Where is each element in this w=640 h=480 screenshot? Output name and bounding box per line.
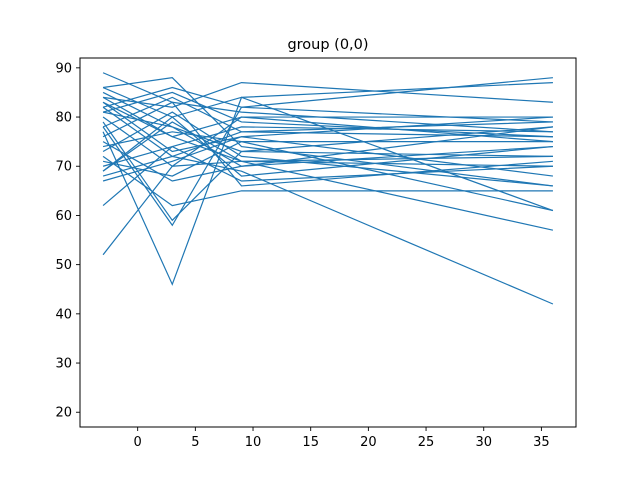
series-line-24 <box>102 106 553 227</box>
series-lines <box>102 72 554 305</box>
y-tick-label: 50 <box>55 258 72 273</box>
x-tick-label: 0 <box>134 435 142 450</box>
plot-frame <box>79 57 577 428</box>
series-line-17 <box>102 141 553 177</box>
series-line-23 <box>102 155 553 256</box>
y-axis-ticks: 20 30 40 50 60 70 80 90 <box>55 61 80 421</box>
x-tick-label: 15 <box>302 435 319 450</box>
series-line-1 <box>102 77 554 187</box>
x-tick-label: 35 <box>533 435 550 450</box>
series-line-29 <box>102 91 553 138</box>
series-line-19 <box>102 121 553 172</box>
series-line-6 <box>102 77 553 108</box>
series-line-11 <box>102 96 553 138</box>
y-tick-label: 90 <box>55 61 72 76</box>
y-tick-label: 70 <box>55 160 72 175</box>
x-tick-label: 5 <box>191 435 199 450</box>
y-tick-label: 80 <box>55 111 72 126</box>
x-axis-ticks: 0 5 10 15 20 25 30 35 <box>134 427 550 450</box>
series-line-15 <box>102 111 553 187</box>
x-tick-label: 10 <box>245 435 262 450</box>
series-line-27 <box>102 116 553 177</box>
y-tick-label: 30 <box>55 357 72 372</box>
x-tick-label: 25 <box>418 435 435 450</box>
series-line-12 <box>102 82 553 286</box>
series-line-28 <box>102 91 553 157</box>
series-line-26 <box>102 126 554 182</box>
y-tick-label: 40 <box>55 307 72 322</box>
y-tick-label: 60 <box>55 209 72 224</box>
x-tick-label: 30 <box>475 435 492 450</box>
y-tick-label: 20 <box>55 406 72 421</box>
chart-title: group (0,0) <box>287 37 368 53</box>
x-tick-label: 20 <box>360 435 377 450</box>
series-line-4 <box>102 96 553 138</box>
series-line-25 <box>102 101 554 231</box>
series-line-16 <box>102 155 553 207</box>
